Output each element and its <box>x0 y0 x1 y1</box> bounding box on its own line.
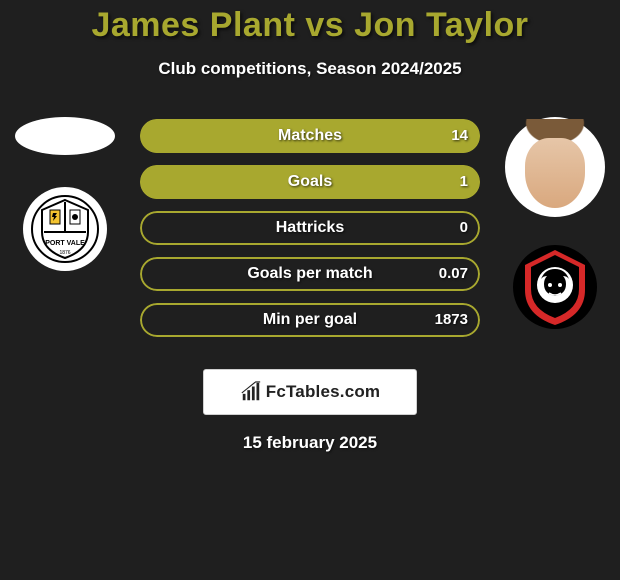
port-vale-crest-icon: PORT VALE 1876 <box>30 194 100 264</box>
chart-icon <box>240 381 262 403</box>
stat-row: Min per goal1873 <box>140 303 480 337</box>
stat-row: Matches14 <box>140 119 480 153</box>
subtitle: Club competitions, Season 2024/2025 <box>0 59 620 79</box>
right-player-column <box>500 119 610 329</box>
stat-label: Min per goal <box>140 303 480 337</box>
stat-row: Goals per match0.07 <box>140 257 480 291</box>
stat-right-value: 1873 <box>435 303 468 337</box>
stat-label: Goals <box>140 165 480 199</box>
stat-right-value: 1 <box>460 165 468 199</box>
left-player-avatar <box>15 117 115 155</box>
stat-row: Goals1 <box>140 165 480 199</box>
brand-badge[interactable]: FcTables.com <box>203 369 417 415</box>
stat-rows: Matches14 Goals1 Hattricks0 Goals per match… <box>140 119 480 349</box>
page-title: James Plant vs Jon Taylor <box>0 6 620 45</box>
stat-right-value: 0 <box>460 211 468 245</box>
left-player-column: PORT VALE 1876 <box>10 119 120 271</box>
stats-area: PORT VALE 1876 <box>0 119 620 349</box>
salford-crest-icon <box>513 245 597 329</box>
stat-right-value: 14 <box>451 119 468 153</box>
brand-text: FcTables.com <box>266 382 381 402</box>
stat-label: Matches <box>140 119 480 153</box>
svg-text:PORT VALE: PORT VALE <box>45 240 85 247</box>
stat-right-value: 0.07 <box>439 257 468 291</box>
left-club-badge: PORT VALE 1876 <box>23 187 107 271</box>
footer-date: 15 february 2025 <box>0 433 620 453</box>
stat-row: Hattricks0 <box>140 211 480 245</box>
comparison-card: James Plant vs Jon Taylor Club competiti… <box>0 0 620 580</box>
stat-label: Hattricks <box>140 211 480 245</box>
right-player-avatar <box>505 117 605 217</box>
right-club-badge <box>513 245 597 329</box>
svg-text:1876: 1876 <box>59 250 70 256</box>
stat-label: Goals per match <box>140 257 480 291</box>
